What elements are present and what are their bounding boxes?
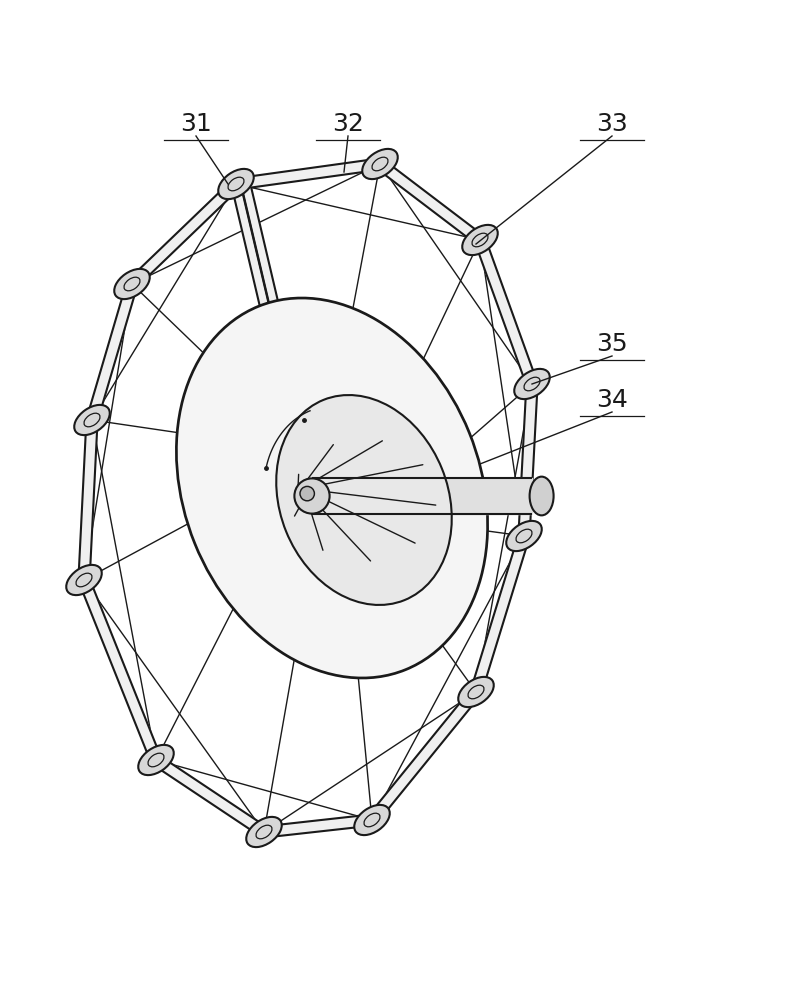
Circle shape: [300, 486, 314, 501]
Circle shape: [294, 478, 330, 514]
Ellipse shape: [74, 405, 110, 435]
Ellipse shape: [462, 225, 498, 255]
Polygon shape: [78, 420, 98, 580]
Ellipse shape: [530, 477, 554, 515]
Polygon shape: [242, 187, 299, 393]
Ellipse shape: [66, 565, 102, 595]
Polygon shape: [474, 238, 538, 386]
Text: 32: 32: [332, 112, 364, 136]
Ellipse shape: [218, 169, 254, 199]
Text: 35: 35: [596, 332, 628, 356]
Polygon shape: [470, 534, 530, 694]
Polygon shape: [312, 478, 532, 514]
Polygon shape: [368, 688, 480, 824]
Polygon shape: [153, 755, 267, 837]
Ellipse shape: [506, 521, 542, 551]
Ellipse shape: [176, 298, 488, 678]
Polygon shape: [263, 814, 373, 838]
Ellipse shape: [114, 269, 150, 299]
Ellipse shape: [362, 149, 398, 179]
Polygon shape: [518, 384, 538, 536]
Text: 34: 34: [596, 388, 628, 412]
Text: 31: 31: [180, 112, 212, 136]
Ellipse shape: [458, 677, 494, 707]
Ellipse shape: [514, 369, 550, 399]
Polygon shape: [86, 282, 138, 422]
Ellipse shape: [246, 817, 282, 847]
Polygon shape: [377, 160, 483, 244]
Polygon shape: [128, 180, 240, 288]
Polygon shape: [79, 578, 161, 762]
Ellipse shape: [354, 805, 390, 835]
Polygon shape: [231, 183, 289, 389]
Polygon shape: [235, 158, 381, 190]
Ellipse shape: [138, 745, 174, 775]
Ellipse shape: [276, 395, 452, 605]
Text: 33: 33: [596, 112, 628, 136]
